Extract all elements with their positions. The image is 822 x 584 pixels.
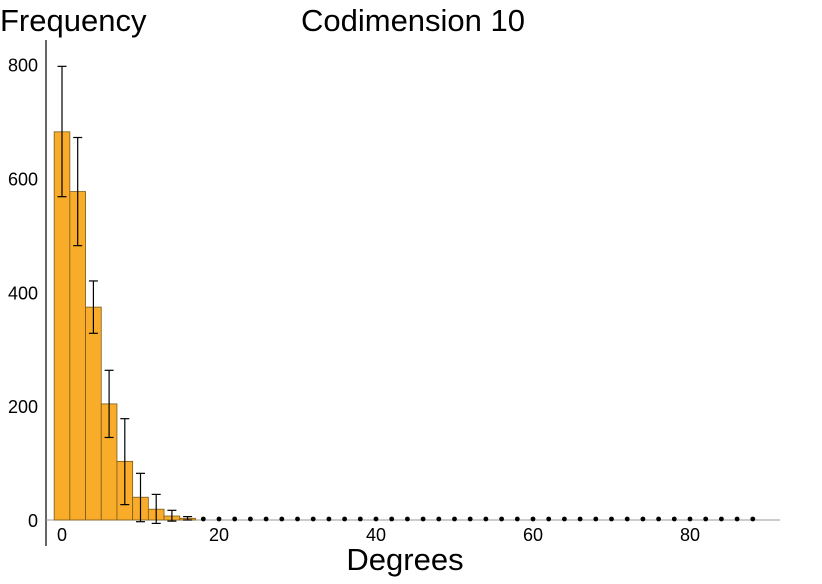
zero-count-marker <box>326 516 332 522</box>
zero-count-marker <box>640 516 646 522</box>
zero-count-marker <box>609 516 614 522</box>
y-tick-label: 800 <box>8 56 38 76</box>
error-bar <box>183 515 193 521</box>
zero-count-marker <box>357 516 363 522</box>
zero-count-marker <box>577 516 583 522</box>
zero-count-marker <box>436 516 442 522</box>
x-tick-label: 0 <box>57 525 67 545</box>
histogram-bar <box>85 306 102 521</box>
error-bar <box>88 280 98 334</box>
zero-count-marker <box>483 516 489 522</box>
zero-count-marker <box>687 516 693 522</box>
zero-count-marker <box>248 516 253 522</box>
error-bar <box>73 136 83 247</box>
y-tick-label: 600 <box>8 169 38 189</box>
error-bar <box>136 472 145 523</box>
zero-count-marker <box>232 516 238 522</box>
zero-count-marker <box>420 516 426 522</box>
zero-count-marker <box>719 516 724 522</box>
zero-count-marker <box>263 516 269 522</box>
zero-count-marker <box>499 516 504 522</box>
zero-count-marker <box>295 516 300 522</box>
zero-count-marker <box>342 516 347 522</box>
zero-count-marker <box>514 516 520 522</box>
zero-count-marker <box>734 516 740 522</box>
zero-markers-group <box>200 516 756 522</box>
y-tick-label: 200 <box>8 397 38 417</box>
error-bar <box>57 65 67 198</box>
zero-count-marker <box>310 516 316 522</box>
zero-count-marker <box>562 516 567 522</box>
zero-count-marker <box>216 516 222 522</box>
chart-title: Codimension 10 <box>301 3 525 38</box>
x-tick-labels: 0 20 40 60 80 <box>57 525 700 545</box>
zero-count-marker <box>389 516 395 522</box>
zero-count-marker <box>703 516 709 522</box>
error-bar <box>120 418 130 506</box>
zero-count-marker <box>546 516 552 522</box>
zero-count-marker <box>200 516 206 522</box>
error-bar <box>151 493 161 525</box>
zero-count-marker <box>624 516 630 522</box>
x-tick-label: 60 <box>523 525 543 545</box>
zero-count-marker <box>467 516 473 522</box>
zero-count-marker <box>671 516 677 522</box>
zero-count-marker <box>750 516 756 522</box>
x-axis-label: Degrees <box>346 542 463 577</box>
y-axis-label: Frequency <box>0 3 147 38</box>
error-bars-group <box>57 65 193 525</box>
zero-count-marker <box>593 516 599 522</box>
y-tick-labels: 0 200 400 600 800 <box>8 56 38 531</box>
zero-count-marker <box>530 516 536 522</box>
zero-count-marker <box>279 516 285 522</box>
zero-count-marker <box>373 516 379 522</box>
zero-count-marker <box>452 516 457 522</box>
bars-group <box>53 131 196 521</box>
x-tick-label: 80 <box>680 525 700 545</box>
x-tick-label: 20 <box>209 525 229 545</box>
y-tick-label: 0 <box>28 511 38 531</box>
error-bar <box>104 369 114 439</box>
x-tick-label: 40 <box>366 525 386 545</box>
error-bar <box>167 509 177 522</box>
y-tick-label: 400 <box>8 283 38 303</box>
zero-count-marker <box>656 516 661 522</box>
zero-count-marker <box>405 516 410 522</box>
